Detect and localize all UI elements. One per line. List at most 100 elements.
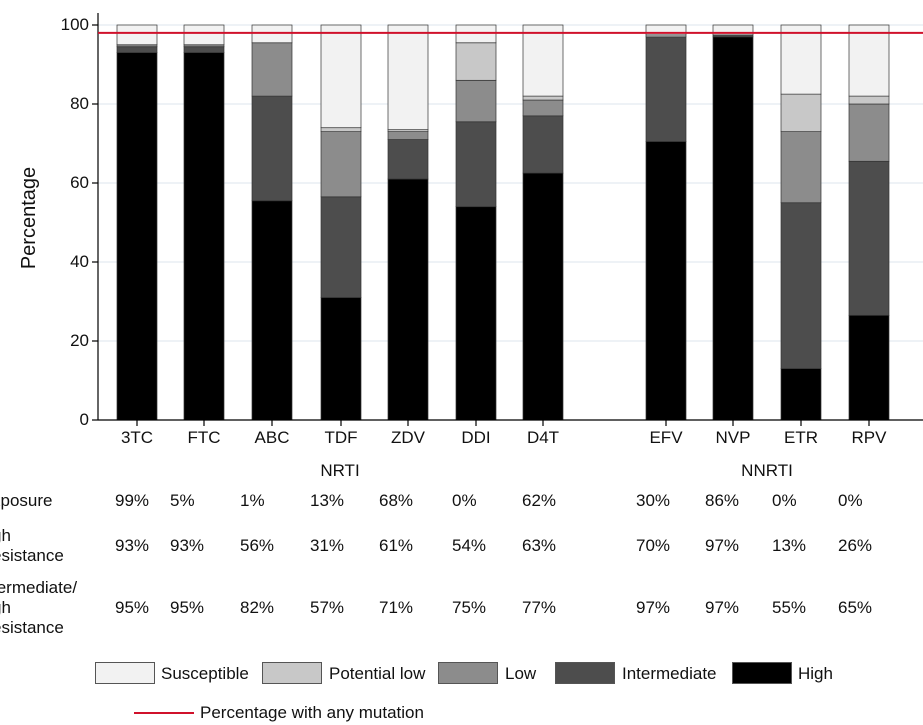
bar-d4t-high [522,172,564,421]
bar-tdf-susceptible [320,24,362,129]
bar-efv-intermediate [645,36,687,142]
table-cell: 0% [838,491,863,510]
table-cell: 62% [522,491,557,510]
table-cell: 93% [170,536,205,555]
table-cell: 56% [240,536,275,555]
bar-zdv-low [387,131,429,140]
table-cell: 68% [379,491,414,510]
table-cell: 30% [636,491,671,510]
table-cell: 57% [310,598,345,617]
bar-d4t-intermediate [522,115,564,174]
table-cell: 82% [240,598,275,617]
bar-rpv-intermediate [848,160,890,316]
legend-swatch-potential-low [262,662,322,684]
table-cell: 95% [170,598,205,617]
x-tick-label-nvp: NVP [715,428,751,447]
bar-nvp-high [712,36,754,421]
row-label-exposure: xposure [0,491,53,510]
x-tick-label-etr: ETR [784,428,818,447]
bar-abc-high [251,200,293,421]
legend-label-susceptible: Susceptible [161,664,249,683]
group-label-nrti: NRTI [320,461,360,480]
legend-line-any-mutation [134,712,194,714]
table-cell: 93% [115,536,150,555]
bar-ddi-intermediate [455,121,497,208]
bar-rpv-low [848,103,890,162]
bar-nvp-susceptible [712,24,754,36]
table-cell: 71% [379,598,414,617]
bar-zdv-high [387,178,429,421]
table-cell: 0% [452,491,477,510]
bar-3tc-susceptible [116,24,158,46]
x-tick-label-efv: EFV [649,428,683,447]
table-cell: 70% [636,536,671,555]
bar-d4t-low [522,99,564,117]
bar-ddi-high [455,206,497,421]
table-cell: 61% [379,536,414,555]
bar-rpv-susceptible [848,24,890,97]
bar-tdf-potential-low [320,127,362,132]
table-cell: 63% [522,536,557,555]
y-tick-label-100: 100 [60,15,89,34]
table-cell: 97% [636,598,671,617]
bar-etr-potential-low [780,93,822,133]
legend-swatch-high [732,662,792,684]
bar-efv-high [645,141,687,421]
bar-3tc-high [116,52,158,421]
table-cell: 5% [170,491,195,510]
table-cell: 26% [838,536,873,555]
group-label-nnrti: NNRTI [741,461,793,480]
x-tick-label-d4t: D4T [526,428,560,447]
table-cell: 95% [115,598,150,617]
table-cell: 1% [240,491,265,510]
table-cell: 97% [705,598,740,617]
table-cell: 97% [705,536,740,555]
y-tick-label-0: 0 [79,410,89,429]
bar-abc-low [251,42,293,97]
legend-label-high: High [798,664,833,683]
legend-label-potential-low: Potential low [329,664,426,683]
table-cell: 13% [772,536,807,555]
y-tick-label-80: 80 [70,94,89,113]
table-cell: 31% [310,536,345,555]
bar-etr-high [780,368,822,421]
table-cell: 0% [772,491,797,510]
x-tick-label-ddi: DDI [461,428,491,447]
bar-zdv-susceptible [387,24,429,131]
x-tick-label-rpv: RPV [851,428,887,447]
bar-ddi-low [455,79,497,123]
table-cell: 77% [522,598,557,617]
bar-ftc-high [183,52,225,421]
bar-etr-susceptible [780,24,822,95]
bar-efv-susceptible [645,24,687,36]
bar-etr-intermediate [780,202,822,369]
row-label-high-resistance: gh esistance [0,526,64,565]
x-tick-label-ftc: FTC [187,428,221,447]
row-label-intermediate-high-resistance: termediate/ gh esistance [0,578,78,637]
bar-etr-low [780,131,822,204]
bar-tdf-low [320,131,362,198]
bar-3tc-intermediate [116,46,158,53]
y-axis-title: Percentage [18,166,40,270]
y-tick-label-60: 60 [70,173,89,192]
legend-swatch-susceptible [95,662,155,684]
bar-rpv-potential-low [848,95,890,105]
x-tick-label-tdf: TDF [324,428,358,447]
table-cell: 65% [838,598,873,617]
bar-d4t-susceptible [522,24,564,97]
bar-d4t-potential-low [522,95,564,101]
x-tick-label-zdv: ZDV [391,428,425,447]
x-tick-label-3tc: 3TC [120,428,154,447]
bar-tdf-intermediate [320,196,362,298]
legend-label-any-mutation: Percentage with any mutation [200,703,424,722]
table-cell: 75% [452,598,487,617]
legend-swatch-low [438,662,498,684]
bar-ftc-intermediate [183,46,225,53]
table-cell: 99% [115,491,150,510]
legend-label-low: Low [505,664,537,683]
table-cell: 55% [772,598,807,617]
legend-label-intermediate: Intermediate [622,664,717,683]
table-cell: 86% [705,491,740,510]
bar-rpv-high [848,314,890,421]
